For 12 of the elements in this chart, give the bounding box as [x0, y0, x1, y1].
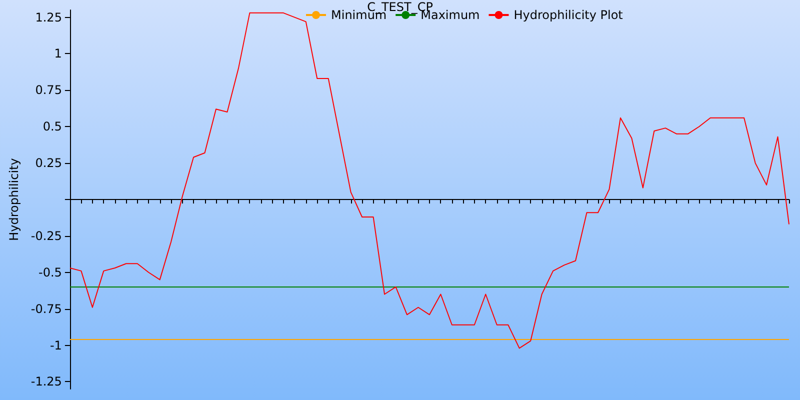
y-tick-label: -1 [50, 338, 62, 352]
y-tick-label: -0.5 [38, 265, 62, 280]
legend-label: Hydrophilicity Plot [514, 8, 624, 22]
y-tick-label: -1.25 [30, 374, 62, 389]
y-tick-label: 1 [54, 46, 62, 61]
y-tick-label: -0.25 [30, 228, 62, 243]
y-tick-label: 1.25 [35, 10, 62, 24]
y-axis-title: Hydrophilicity [7, 158, 21, 241]
y-tick-label: 0.5 [42, 120, 62, 134]
y-tick-label: -0.75 [30, 302, 62, 316]
y-tick-label: 0.75 [35, 83, 62, 98]
y-tick-label: 0.25 [35, 156, 62, 170]
